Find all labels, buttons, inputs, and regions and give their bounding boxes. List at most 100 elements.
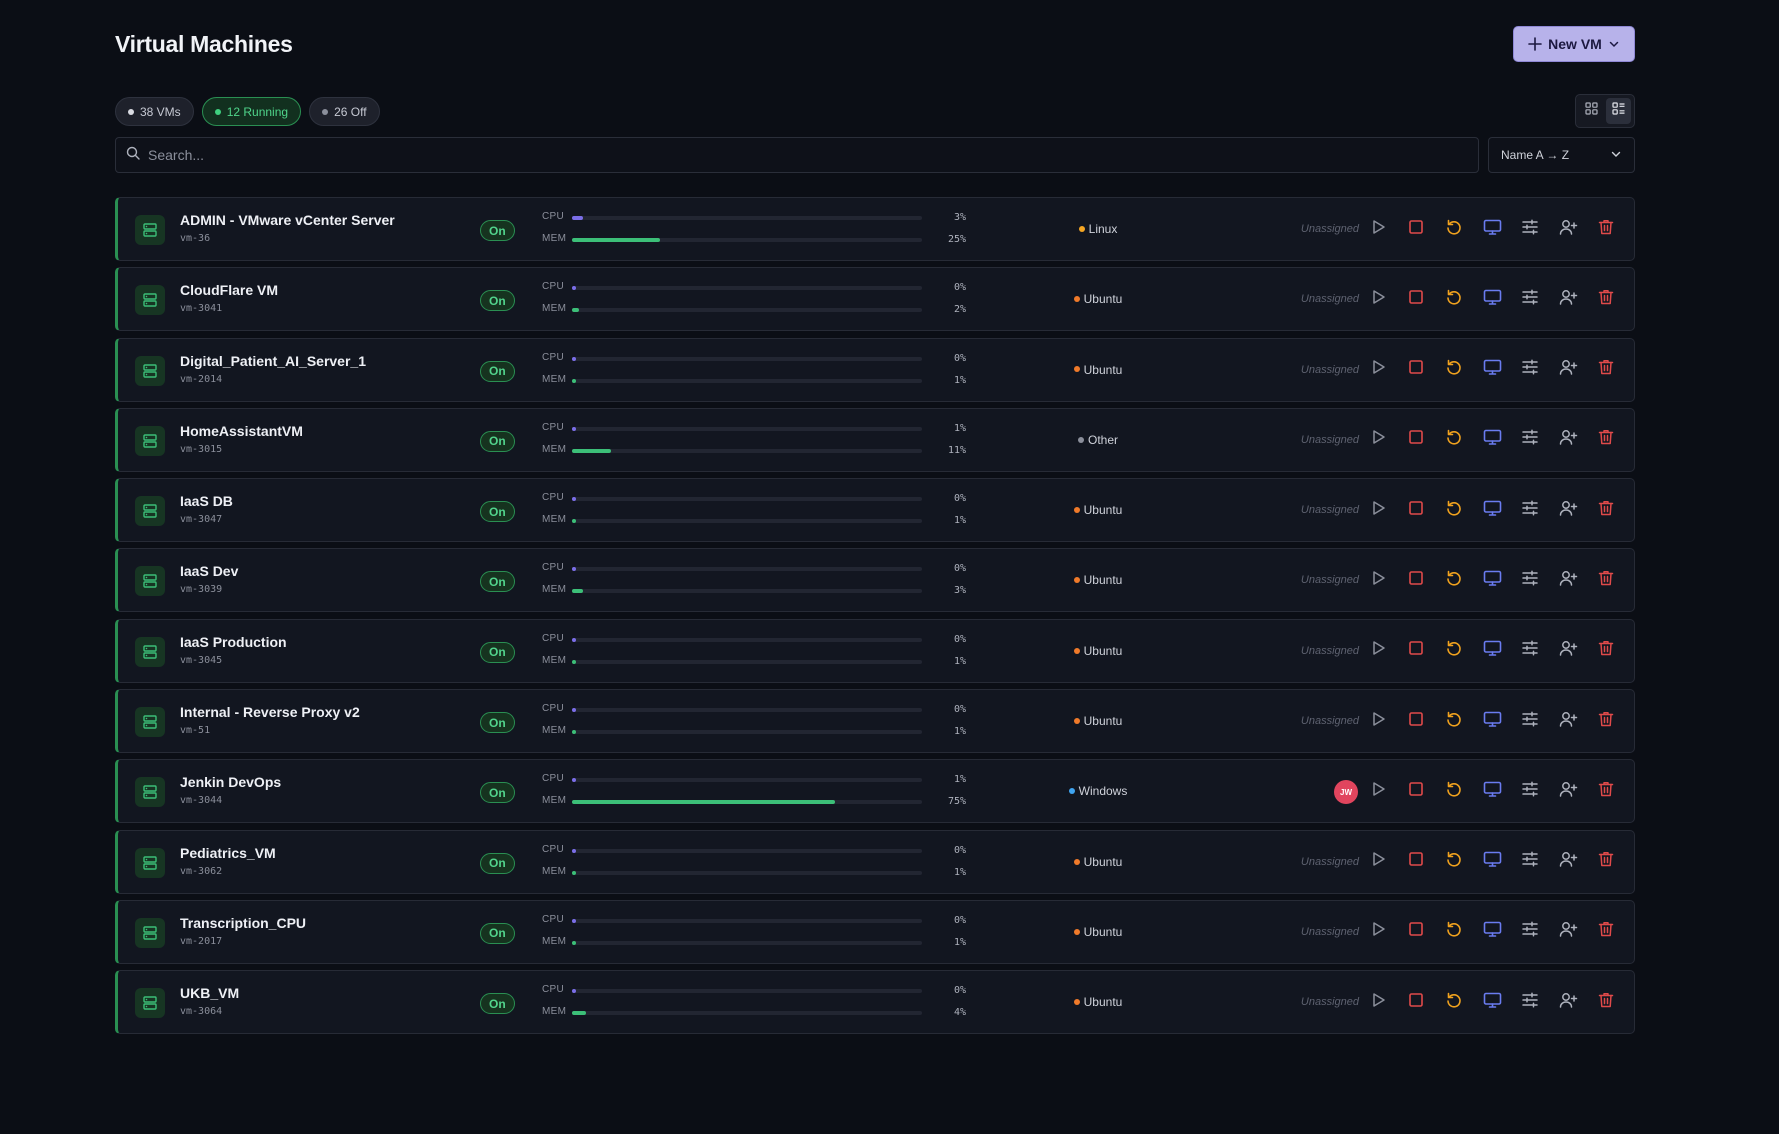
assign-user-button[interactable] — [1558, 360, 1578, 380]
start-button[interactable] — [1368, 852, 1388, 872]
vm-name[interactable]: IaaS Production — [180, 633, 287, 650]
console-button[interactable] — [1482, 289, 1502, 309]
vm-name[interactable]: Pediatrics_VM — [180, 844, 276, 861]
vm-name[interactable]: Digital_Patient_AI_Server_1 — [180, 352, 366, 369]
vm-name[interactable]: Internal - Reverse Proxy v2 — [180, 704, 360, 721]
vm-row[interactable]: IaaS Dev vm-3039 On CPU 0% MEM 3% Ubuntu… — [115, 548, 1635, 613]
vm-name[interactable]: CloudFlare VM — [180, 282, 279, 299]
settings-sliders-button[interactable] — [1520, 640, 1540, 661]
settings-sliders-button[interactable] — [1520, 922, 1540, 942]
delete-button[interactable] — [1596, 430, 1616, 450]
restart-button[interactable] — [1444, 289, 1464, 309]
console-button[interactable] — [1482, 500, 1502, 520]
start-button[interactable] — [1368, 781, 1388, 801]
sort-select[interactable]: Name A → Z — [1488, 137, 1635, 173]
console-button[interactable] — [1482, 781, 1502, 801]
restart-button[interactable] — [1444, 219, 1464, 239]
vm-row[interactable]: ADMIN - VMware vCenter Server vm-36 On C… — [115, 197, 1635, 261]
vm-row[interactable]: Jenkin DevOps vm-3044 On CPU 1% MEM 75% … — [115, 759, 1635, 824]
console-button[interactable] — [1482, 430, 1502, 450]
console-button[interactable] — [1482, 711, 1502, 731]
console-button[interactable] — [1482, 359, 1502, 380]
settings-sliders-button[interactable] — [1520, 711, 1540, 731]
settings-sliders-button[interactable] — [1520, 570, 1540, 590]
settings-sliders-button[interactable] — [1520, 359, 1540, 380]
start-button[interactable] — [1368, 992, 1388, 1012]
vm-row[interactable]: Digital_Patient_AI_Server_1 vm-2014 On C… — [115, 337, 1635, 402]
assign-user-button[interactable] — [1558, 219, 1578, 239]
assign-user-button[interactable] — [1558, 711, 1578, 731]
assign-user-button[interactable] — [1558, 992, 1578, 1012]
search-input[interactable] — [148, 147, 1468, 163]
stop-button[interactable] — [1406, 219, 1426, 239]
start-button[interactable] — [1368, 219, 1388, 239]
delete-button[interactable] — [1596, 360, 1616, 380]
assign-user-button[interactable] — [1558, 781, 1578, 801]
restart-button[interactable] — [1444, 359, 1464, 380]
stop-button[interactable] — [1406, 430, 1426, 450]
start-button[interactable] — [1368, 922, 1388, 942]
restart-button[interactable] — [1444, 922, 1464, 942]
vm-name[interactable]: IaaS DB — [180, 493, 233, 510]
settings-sliders-button[interactable] — [1520, 429, 1540, 450]
restart-button[interactable] — [1444, 430, 1464, 450]
vm-row[interactable]: CloudFlare VM vm-3041 On CPU 0% MEM 2% U… — [115, 267, 1635, 332]
vm-row[interactable]: IaaS DB vm-3047 On CPU 0% MEM 1% Ubuntu … — [115, 478, 1635, 543]
vm-row[interactable]: Internal - Reverse Proxy v2 vm-51 On CPU… — [115, 689, 1635, 754]
vm-name[interactable]: IaaS Dev — [180, 563, 239, 580]
assign-user-button[interactable] — [1558, 852, 1578, 872]
console-button[interactable] — [1482, 851, 1502, 872]
settings-sliders-button[interactable] — [1520, 289, 1540, 309]
new-vm-button[interactable]: New VM — [1513, 26, 1635, 62]
grid-view-button[interactable] — [1579, 98, 1604, 124]
vm-name[interactable]: Jenkin DevOps — [180, 774, 282, 791]
start-button[interactable] — [1368, 570, 1388, 590]
stop-button[interactable] — [1406, 570, 1426, 590]
stop-button[interactable] — [1406, 992, 1426, 1012]
settings-sliders-button[interactable] — [1520, 781, 1540, 801]
stop-button[interactable] — [1406, 500, 1426, 520]
restart-button[interactable] — [1444, 781, 1464, 801]
vm-name[interactable]: UKB_VM — [180, 985, 240, 1002]
delete-button[interactable] — [1596, 641, 1616, 661]
delete-button[interactable] — [1596, 992, 1616, 1012]
settings-sliders-button[interactable] — [1520, 992, 1540, 1012]
assign-user-button[interactable] — [1558, 641, 1578, 661]
vm-name[interactable]: HomeAssistantVM — [180, 422, 303, 439]
assign-user-button[interactable] — [1558, 430, 1578, 450]
stop-button[interactable] — [1406, 852, 1426, 872]
stop-button[interactable] — [1406, 711, 1426, 731]
chip-all-vms[interactable]: 38 VMs — [115, 97, 194, 126]
delete-button[interactable] — [1596, 289, 1616, 309]
stop-button[interactable] — [1406, 360, 1426, 380]
settings-sliders-button[interactable] — [1520, 219, 1540, 239]
vm-name[interactable]: Transcription_CPU — [180, 914, 307, 931]
vm-name[interactable]: ADMIN - VMware vCenter Server — [180, 212, 395, 228]
vm-row[interactable]: UKB_VM vm-3064 On CPU 0% MEM 4% Ubuntu U… — [115, 970, 1635, 1035]
settings-sliders-button[interactable] — [1520, 500, 1540, 520]
console-button[interactable] — [1482, 570, 1502, 590]
restart-button[interactable] — [1444, 570, 1464, 590]
console-button[interactable] — [1482, 640, 1502, 661]
delete-button[interactable] — [1596, 852, 1616, 872]
start-button[interactable] — [1368, 500, 1388, 520]
restart-button[interactable] — [1444, 992, 1464, 1012]
delete-button[interactable] — [1596, 781, 1616, 801]
console-button[interactable] — [1482, 219, 1502, 239]
start-button[interactable] — [1368, 641, 1388, 661]
delete-button[interactable] — [1596, 219, 1616, 239]
assign-user-button[interactable] — [1558, 500, 1578, 520]
restart-button[interactable] — [1444, 640, 1464, 661]
start-button[interactable] — [1368, 711, 1388, 731]
stop-button[interactable] — [1406, 641, 1426, 661]
delete-button[interactable] — [1596, 922, 1616, 942]
restart-button[interactable] — [1444, 500, 1464, 520]
stop-button[interactable] — [1406, 922, 1426, 942]
console-button[interactable] — [1482, 922, 1502, 942]
console-button[interactable] — [1482, 992, 1502, 1012]
assign-user-button[interactable] — [1558, 922, 1578, 942]
start-button[interactable] — [1368, 360, 1388, 380]
chip-running[interactable]: 12 Running — [201, 97, 302, 126]
delete-button[interactable] — [1596, 500, 1616, 520]
vm-row[interactable]: HomeAssistantVM vm-3015 On CPU 1% MEM 11… — [115, 407, 1635, 472]
